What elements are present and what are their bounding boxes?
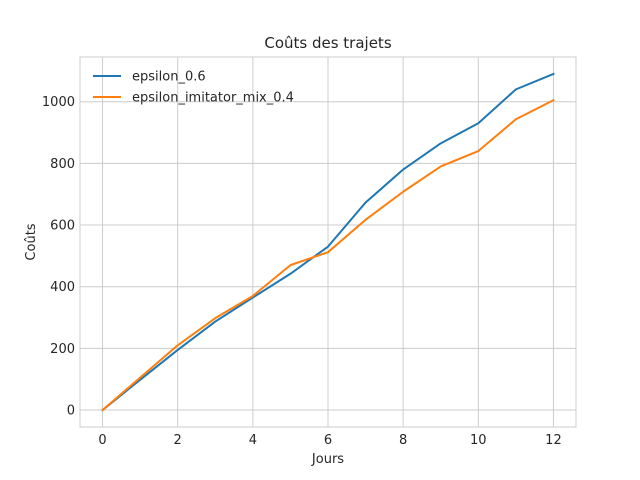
x-axis-label: Jours	[311, 452, 344, 467]
y-tick-label: 1000	[42, 95, 75, 110]
x-tick-label: 4	[249, 433, 257, 448]
x-tick-label: 10	[470, 433, 487, 448]
legend-label: epsilon_imitator_mix_0.4	[132, 91, 294, 106]
series-lines	[101, 72, 555, 412]
x-tick-label: 12	[545, 433, 562, 448]
y-tick-label: 600	[50, 219, 75, 234]
y-tick-label: 800	[50, 157, 75, 172]
tick-labels: 0 2 4 6 8 10 12 0 200 400 600 800 1000	[42, 95, 562, 448]
legend: epsilon_0.6 epsilon_imitator_mix_0.4	[93, 70, 294, 106]
plot-frame	[79, 56, 577, 428]
y-tick-label: 0	[67, 404, 75, 419]
x-tick-label: 8	[399, 433, 407, 448]
x-tick-label: 6	[324, 433, 332, 448]
y-tick-label: 200	[50, 342, 75, 357]
legend-label: epsilon_0.6	[132, 70, 206, 85]
x-tick-label: 0	[98, 433, 106, 448]
series-line-0	[101, 72, 555, 412]
legend-item: epsilon_0.6	[93, 70, 206, 85]
grid-lines	[80, 57, 576, 427]
y-tick-label: 400	[50, 280, 75, 295]
y-axis-label: Coûts	[24, 223, 39, 260]
legend-item: epsilon_imitator_mix_0.4	[93, 91, 294, 106]
x-tick-label: 2	[174, 433, 182, 448]
chart-title: Coûts des trajets	[264, 34, 391, 52]
series-line-1	[101, 98, 555, 412]
